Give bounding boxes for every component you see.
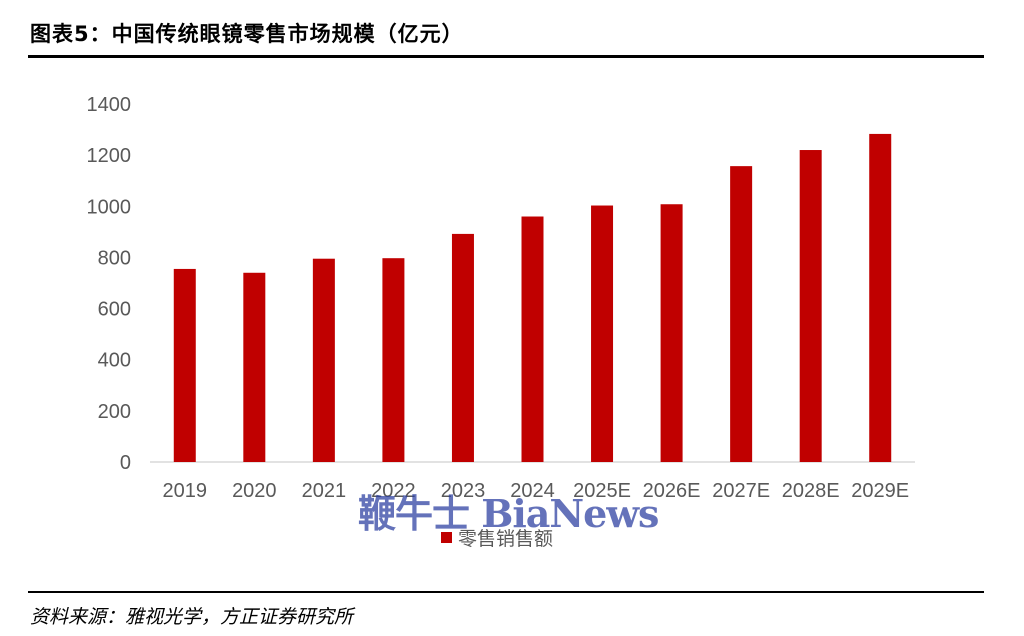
x-tick-label: 2029E xyxy=(851,480,909,502)
bar-series xyxy=(173,133,892,463)
y-tick-label: 600 xyxy=(98,299,131,321)
bar-2026E xyxy=(660,204,683,463)
bar-2024 xyxy=(521,216,544,462)
figure-title: 图表5：中国传统眼镜零售市场规模（亿元） xyxy=(30,22,464,46)
y-tick-label: 400 xyxy=(98,350,131,372)
x-tick-label: 2024 xyxy=(510,480,555,502)
x-tick-label: 2026E xyxy=(643,480,701,502)
bar-2029E xyxy=(869,133,892,462)
bar-2027E xyxy=(730,166,753,463)
title-rule xyxy=(28,55,984,58)
bar-2020 xyxy=(243,272,266,462)
source-note: 资料来源：雅视光学，方正证券研究所 xyxy=(30,606,354,628)
bar-2028E xyxy=(799,150,822,462)
y-tick-label: 1000 xyxy=(87,196,132,218)
watermark: 鞭牛士 BiaNews xyxy=(358,491,659,536)
source-rule xyxy=(28,591,984,593)
x-tick-label: 2027E xyxy=(712,480,770,502)
x-axis-ticks: 2019 2020 2021 2022 2023 2024 2025E 2026E 2027E 2… xyxy=(163,480,910,502)
x-tick-label: 2021 xyxy=(302,480,347,502)
y-tick-label: 1400 xyxy=(87,94,132,116)
y-tick-label: 0 xyxy=(120,452,131,474)
x-tick-label: 2028E xyxy=(782,480,840,502)
x-tick-label: 2022 xyxy=(371,480,416,502)
x-tick-label: 2020 xyxy=(232,480,277,502)
bar-2025E xyxy=(591,205,614,463)
x-tick-label: 2023 xyxy=(441,480,486,502)
x-tick-label: 2025E xyxy=(573,480,631,502)
y-axis-ticks: 0 200 400 600 800 1000 1200 1400 xyxy=(87,94,132,474)
x-tick-label: 2019 xyxy=(163,480,208,502)
legend-swatch xyxy=(441,532,452,543)
bar-2022 xyxy=(382,258,405,462)
legend: 零售销售额 xyxy=(441,528,553,550)
y-tick-label: 1200 xyxy=(87,145,132,167)
y-tick-label: 200 xyxy=(98,401,131,423)
y-tick-label: 800 xyxy=(98,247,131,269)
legend-label: 零售销售额 xyxy=(458,528,553,550)
bar-2021 xyxy=(312,258,335,462)
bar-2019 xyxy=(173,268,196,462)
bar-2023 xyxy=(451,233,474,462)
